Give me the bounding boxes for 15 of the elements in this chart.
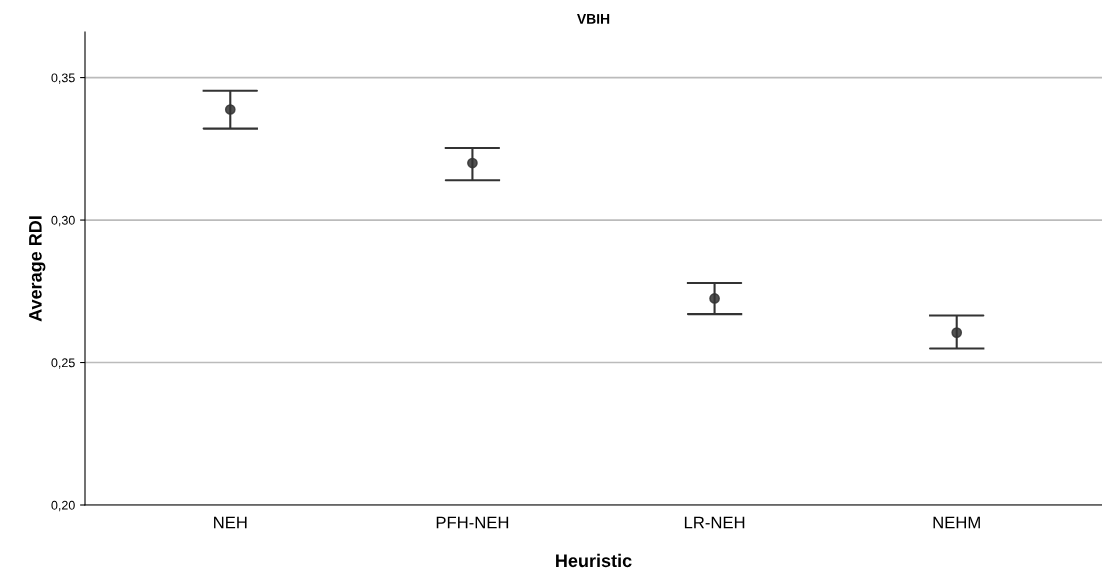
x-axis-title: Heuristic xyxy=(556,553,632,568)
y-tick-label: 0,30 xyxy=(51,215,75,227)
x-tick-label: PFH-NEH xyxy=(436,516,509,529)
y-axis-title: Average RDI xyxy=(29,216,46,322)
point xyxy=(951,327,963,338)
y-tick-label: 0,20 xyxy=(51,500,75,512)
x-tick-label: NEHM xyxy=(933,516,980,529)
y-tick-label: 0,35 xyxy=(51,73,75,84)
y-tick-label: 0,25 xyxy=(51,358,75,369)
point xyxy=(467,157,478,169)
point xyxy=(709,293,720,304)
point xyxy=(224,104,236,115)
x-tick-label: LR-NEH xyxy=(684,516,745,529)
x-tick-label: NEH xyxy=(214,516,247,529)
chart-title: VBIH xyxy=(577,14,610,24)
